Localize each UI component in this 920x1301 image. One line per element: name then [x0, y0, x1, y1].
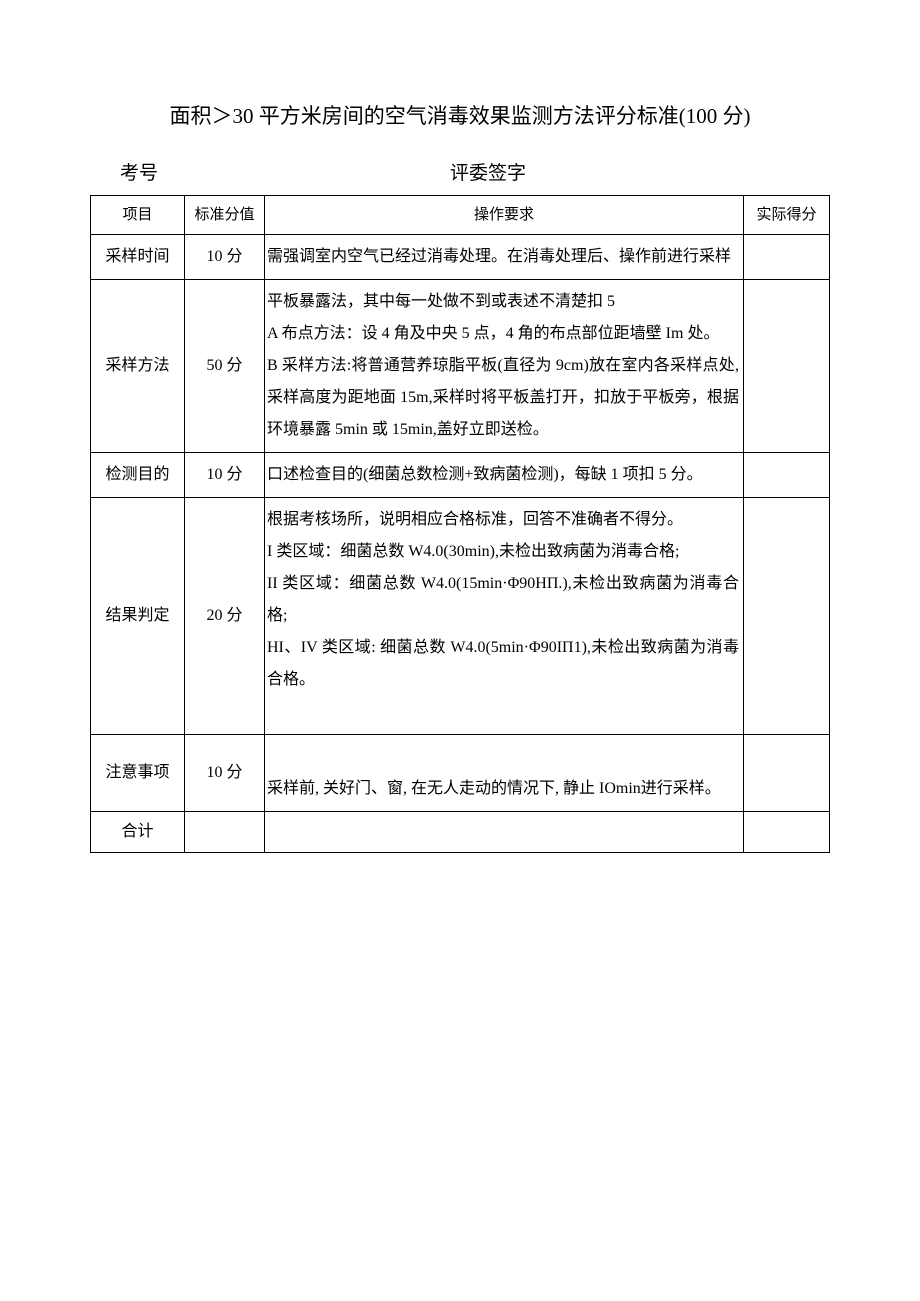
cell-score: 10 分	[185, 235, 265, 280]
cell-item: 采样方法	[91, 280, 185, 453]
cell-item: 采样时间	[91, 235, 185, 280]
table-row: 结果判定 20 分 根据考核场所，说明相应合格标准，回答不准确者不得分。I 类区…	[91, 498, 830, 735]
cell-item: 检测目的	[91, 453, 185, 498]
table-row: 合计	[91, 812, 830, 853]
cell-score: 50 分	[185, 280, 265, 453]
cell-score	[185, 812, 265, 853]
cell-actual	[744, 812, 830, 853]
table-row: 检测目的 10 分 口述检查目的(细菌总数检测+致病菌检测)，每缺 1 项扣 5…	[91, 453, 830, 498]
cell-actual	[744, 453, 830, 498]
header-requirement: 操作要求	[265, 196, 744, 235]
table-row: 采样方法 50 分 平板暴露法，其中每一处做不到或表述不清楚扣 5A 布点方法：…	[91, 280, 830, 453]
exam-number-label: 考号	[120, 158, 450, 185]
header-actual-score: 实际得分	[744, 196, 830, 235]
cell-actual	[744, 735, 830, 812]
header-item: 项目	[91, 196, 185, 235]
cell-score: 20 分	[185, 498, 265, 735]
cell-requirement: 需强调室内空气已经过消毒处理。在消毒处理后、操作前进行采样	[265, 235, 744, 280]
judge-signature-label: 评委签字	[450, 158, 830, 185]
table-row: 采样时间 10 分 需强调室内空气已经过消毒处理。在消毒处理后、操作前进行采样	[91, 235, 830, 280]
cell-actual	[744, 235, 830, 280]
page-title: 面积＞30 平方米房间的空气消毒效果监测方法评分标准(100 分)	[90, 100, 830, 130]
table-header-row: 项目 标准分值 操作要求 实际得分	[91, 196, 830, 235]
cell-requirement: 口述检查目的(细菌总数检测+致病菌检测)，每缺 1 项扣 5 分。	[265, 453, 744, 498]
cell-actual	[744, 498, 830, 735]
cell-actual	[744, 280, 830, 453]
cell-score: 10 分	[185, 735, 265, 812]
cell-score: 10 分	[185, 453, 265, 498]
cell-item: 结果判定	[91, 498, 185, 735]
cell-item: 注意事项	[91, 735, 185, 812]
cell-requirement	[265, 812, 744, 853]
cell-item: 合计	[91, 812, 185, 853]
cell-requirement: 平板暴露法，其中每一处做不到或表述不清楚扣 5A 布点方法：设 4 角及中央 5…	[265, 280, 744, 453]
subheader-row: 考号 评委签字	[90, 158, 830, 185]
table-row: 注意事项 10 分 采样前, 关好门、窗, 在无人走动的情况下, 静止 IOmi…	[91, 735, 830, 812]
header-std-score: 标准分值	[185, 196, 265, 235]
scoring-table: 项目 标准分值 操作要求 实际得分 采样时间 10 分 需强调室内空气已经过消毒…	[90, 195, 830, 853]
cell-requirement: 采样前, 关好门、窗, 在无人走动的情况下, 静止 IOmin进行采样。	[265, 735, 744, 812]
cell-requirement: 根据考核场所，说明相应合格标准，回答不准确者不得分。I 类区域：细菌总数 W4.…	[265, 498, 744, 735]
